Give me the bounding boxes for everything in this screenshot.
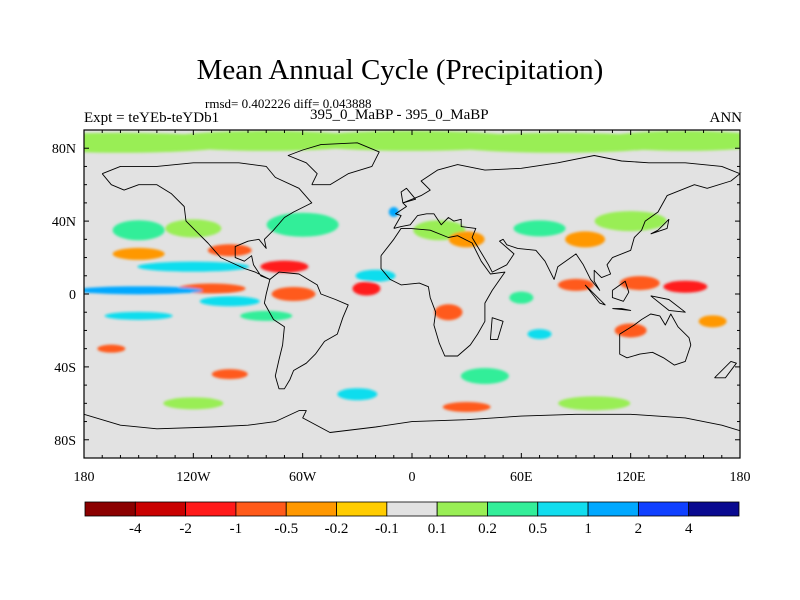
precip-anomaly-region	[211, 369, 248, 380]
colorbar-swatch	[386, 501, 438, 517]
coastline	[101, 162, 313, 280]
x-tick-label: 60W	[289, 470, 317, 485]
coastline	[400, 187, 417, 204]
precip-anomaly-region	[104, 311, 173, 320]
precip-anomaly-region	[442, 401, 491, 412]
y-tick-label: 80N	[52, 142, 76, 157]
precip-anomaly-region	[97, 344, 126, 353]
precip-anomaly-region	[509, 291, 534, 304]
colorbar-swatch	[285, 501, 337, 517]
colorbar-label: 2	[635, 521, 643, 537]
colorbar-label: 0.5	[528, 521, 547, 537]
case-label: 395_0_MaBP - 395_0_MaBP	[310, 107, 489, 123]
precip-anomaly-region	[527, 329, 552, 340]
precip-anomaly-region	[434, 304, 463, 321]
coastline	[714, 360, 737, 379]
precip-anomaly-region	[594, 211, 667, 232]
coastlines	[84, 142, 740, 458]
coastline	[489, 317, 504, 341]
x-tick-label: 180	[74, 470, 95, 485]
precip-anomaly-region	[565, 231, 606, 248]
coastline	[287, 142, 380, 186]
x-axis-labels: 180 120W 60W 0 60E 120E 180	[74, 470, 751, 485]
precip-anomaly-region	[558, 278, 594, 291]
coastline	[393, 155, 740, 291]
precip-anomaly-region	[595, 130, 740, 151]
coastline	[650, 218, 670, 235]
colorbar-label: -0.2	[325, 521, 349, 537]
colorbar-label: -1	[230, 521, 243, 537]
x-tick-label: 60E	[510, 470, 533, 485]
coastline	[612, 308, 632, 311]
chart-title: Mean Annual Cycle (Precipitation)	[196, 54, 604, 86]
y-axis-labels: 80N 40N 0 40S 80S	[52, 142, 76, 449]
colorbar-swatch	[336, 501, 388, 517]
precip-anomaly-region	[355, 269, 396, 282]
y-tick-label: 80S	[54, 434, 76, 449]
colorbar-swatch	[537, 501, 589, 517]
precip-anomaly-region	[240, 310, 293, 321]
y-tick-label: 40N	[52, 215, 76, 230]
coastline	[380, 227, 506, 357]
precip-anomaly-region	[388, 207, 399, 217]
colorbar: -4 -2 -1 -0.5 -0.2 -0.1 0.1 0.2 0.5 1 2 4	[84, 501, 740, 537]
colorbar-label: 1	[584, 521, 592, 537]
precip-anomaly-region	[163, 397, 224, 410]
precip-anomaly-region	[663, 280, 708, 293]
colorbar-label: 4	[685, 521, 693, 537]
colorbar-swatch	[637, 501, 690, 517]
y-tick-label: 40S	[54, 361, 76, 376]
x-tick-label: 120E	[616, 470, 646, 485]
colorbar-label: 0.1	[428, 521, 447, 537]
colorbar-label: -0.1	[375, 521, 399, 537]
season-label: ANN	[709, 110, 743, 126]
colorbar-swatch	[436, 501, 488, 517]
colorbar-swatch	[688, 501, 740, 517]
colorbar-swatch	[84, 501, 136, 517]
colorbar-swatch	[235, 501, 287, 517]
precip-anomaly-region	[207, 244, 252, 257]
precip-anomaly-region	[352, 281, 381, 296]
colorbar-label: -2	[179, 521, 192, 537]
precip-anomaly-region	[112, 220, 165, 241]
colorbar-label: 0.2	[478, 521, 497, 537]
x-tick-label: 180	[730, 470, 751, 485]
x-tick-label: 120W	[176, 470, 211, 485]
precip-anomaly-region	[558, 396, 631, 411]
stats-line: rmsd= 0.402226 diff= 0.043888	[205, 96, 372, 111]
coastline	[650, 295, 686, 313]
precip-anomaly-region	[260, 260, 309, 273]
colorbar-swatch	[487, 501, 539, 517]
precip-anomaly-region	[460, 368, 509, 384]
y-tick-label: 0	[69, 288, 76, 303]
precip-anomaly-region	[266, 212, 339, 237]
precip-anomaly-region	[698, 315, 727, 328]
coastline	[619, 313, 692, 366]
precip-anomaly-region	[619, 276, 660, 291]
coastline	[84, 410, 740, 458]
x-tick-label: 0	[409, 470, 416, 485]
colorbar-label: -4	[129, 521, 142, 537]
precip-anomaly-region	[137, 261, 250, 272]
precip-anomaly-region	[112, 247, 165, 260]
precip-anomaly-region	[199, 296, 260, 307]
precip-anomaly-region	[513, 220, 566, 237]
precip-anomaly-region	[337, 388, 378, 401]
coastline	[263, 271, 349, 390]
experiment-label: Expt = teYEb-teYDb1	[84, 110, 220, 126]
precip-anomaly-region	[448, 231, 485, 248]
colorbar-swatch	[185, 501, 237, 517]
precip-anomaly-region	[271, 287, 316, 301]
colorbar-swatch	[587, 501, 639, 517]
precip-anomaly-region	[614, 323, 647, 338]
colorbar-swatch	[134, 501, 187, 517]
precip-anomaly-region	[84, 286, 203, 295]
coastline	[584, 284, 606, 306]
coastline	[611, 280, 630, 302]
colorbar-label: -0.5	[274, 521, 298, 537]
axis-ticks	[83, 130, 741, 458]
